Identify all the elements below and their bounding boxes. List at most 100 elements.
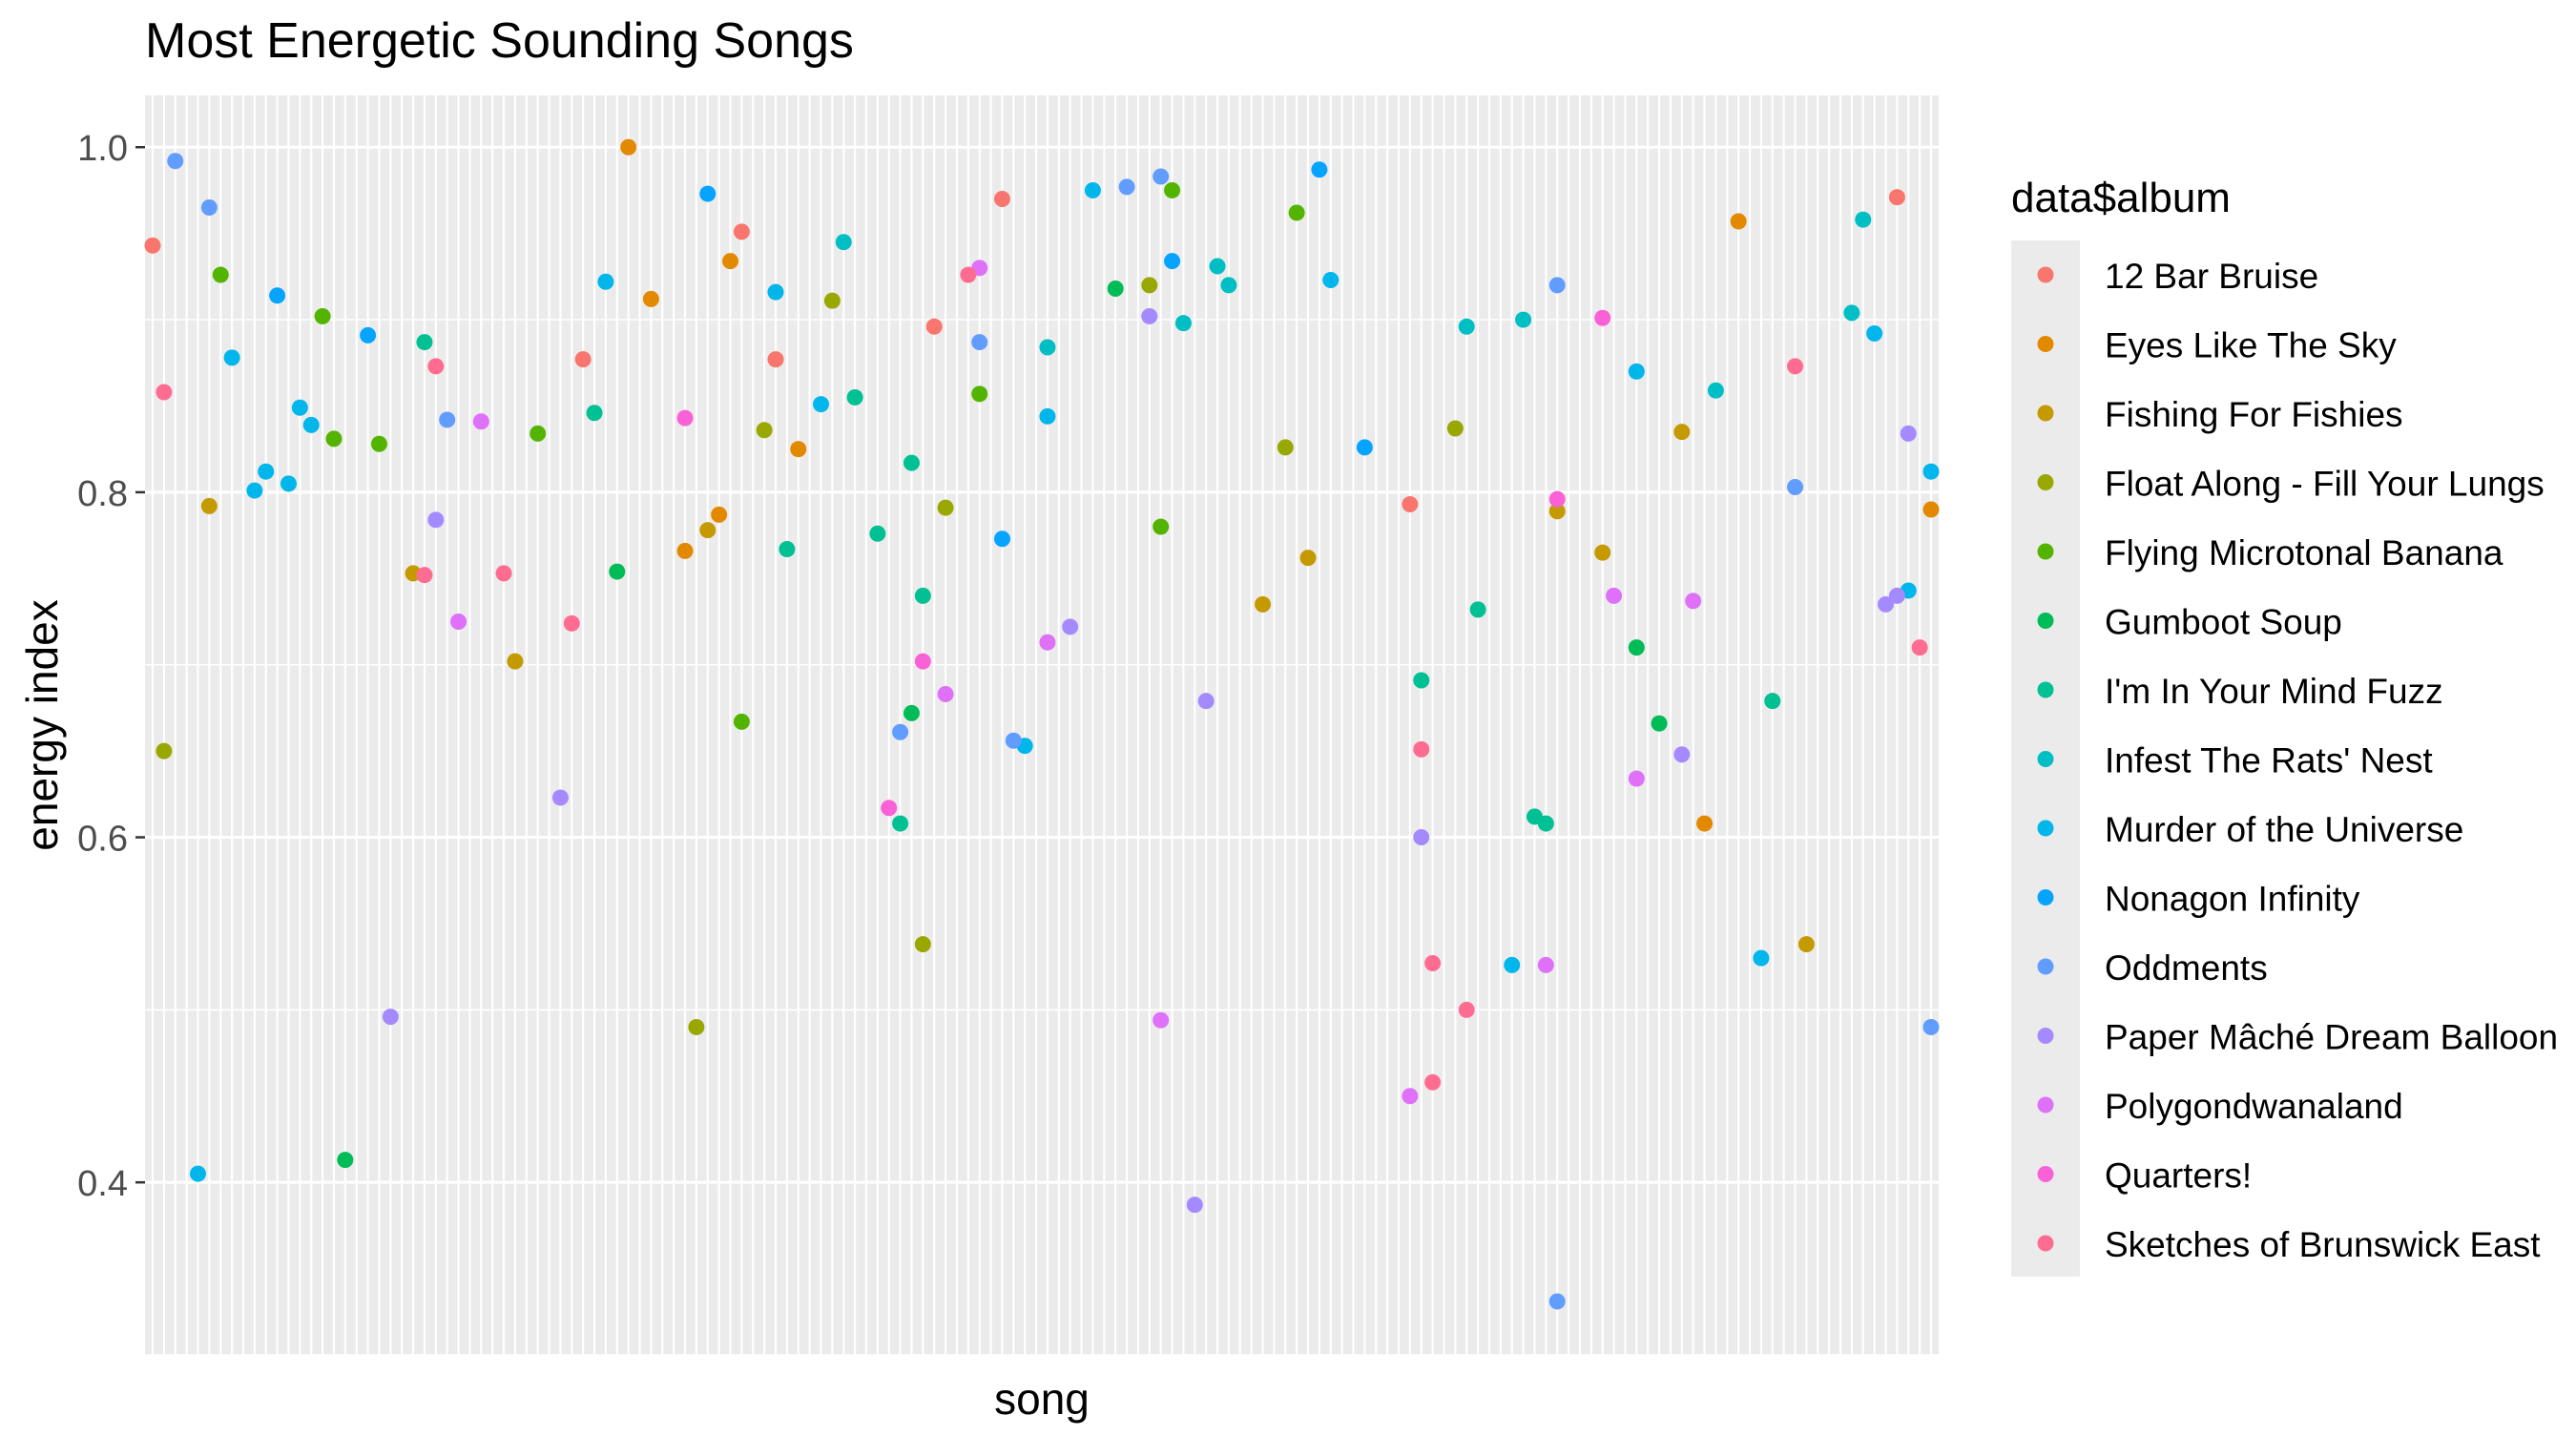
data-point: [574, 351, 592, 368]
data-point: [846, 388, 863, 406]
data-point: [971, 385, 988, 403]
data-point: [914, 587, 931, 604]
legend-key: [2037, 889, 2054, 905]
data-point: [779, 541, 796, 558]
legend-label: Sketches of Brunswick East: [2105, 1225, 2541, 1264]
data-point: [892, 723, 909, 740]
data-point: [291, 399, 308, 416]
data-point: [416, 334, 433, 351]
legend-label: Flying Microtonal Banana: [2105, 533, 2503, 572]
data-point: [1797, 936, 1815, 953]
data-point: [767, 283, 784, 301]
data-point: [642, 290, 659, 307]
data-point: [337, 1152, 354, 1169]
data-point: [586, 405, 603, 422]
legend-label: Infest The Rats' Nest: [2105, 741, 2433, 780]
legend-key: [2037, 613, 2054, 629]
data-point: [1548, 1293, 1566, 1310]
legend-key: [2037, 958, 2054, 975]
y-tick-label: 0.4: [77, 1164, 128, 1204]
data-point: [167, 153, 184, 170]
data-point: [869, 525, 886, 542]
data-point: [756, 422, 773, 439]
y-axis: 0.4 0.6 0.8 1.0: [77, 129, 145, 1204]
y-tick-label: 1.0: [77, 129, 128, 169]
data-point: [1458, 318, 1475, 335]
data-point: [416, 567, 433, 584]
data-point: [1446, 420, 1464, 437]
legend-key: [2037, 336, 2054, 352]
legend-label: Fishing For Fishies: [2105, 395, 2403, 434]
data-point: [1039, 407, 1056, 425]
data-point: [1164, 181, 1181, 198]
data-point: [1458, 1001, 1475, 1018]
data-point: [1084, 181, 1101, 198]
data-point: [212, 266, 229, 283]
data-point: [903, 454, 920, 471]
data-point: [1878, 595, 1895, 613]
data-point: [530, 425, 547, 442]
data-point: [812, 396, 829, 413]
data-point: [280, 475, 297, 492]
data-point: [937, 685, 954, 702]
data-point: [1753, 949, 1770, 967]
data-point: [993, 531, 1010, 548]
data-point: [1787, 478, 1804, 495]
legend: data$album 12 Bar Bruise Eyes Like The Sk…: [2011, 175, 2558, 1277]
data-point: [688, 1018, 705, 1035]
data-point: [1707, 382, 1724, 399]
data-point: [1696, 815, 1714, 832]
legend-key: [2037, 543, 2054, 560]
data-point: [325, 430, 343, 447]
data-point: [881, 800, 898, 817]
data-point: [1402, 496, 1419, 513]
data-point: [1504, 956, 1521, 973]
data-point: [1164, 253, 1181, 270]
data-point: [699, 522, 717, 539]
data-point: [1888, 587, 1905, 604]
data-point: [1039, 339, 1056, 356]
data-point: [823, 292, 841, 309]
legend-label: Polygondwanaland: [2105, 1087, 2403, 1126]
data-point: [1900, 425, 1917, 442]
data-point: [1515, 311, 1532, 328]
data-point: [1594, 309, 1611, 326]
data-point: [1153, 518, 1170, 535]
data-point: [971, 334, 988, 351]
data-point: [1537, 815, 1554, 832]
data-point: [1548, 503, 1566, 520]
data-point: [1277, 439, 1294, 456]
legend-label: Eyes Like The Sky: [2105, 326, 2397, 365]
data-point: [1141, 277, 1158, 294]
data-point: [156, 742, 173, 760]
data-point: [1469, 601, 1486, 618]
data-point: [1548, 490, 1566, 508]
data-point: [507, 653, 524, 670]
data-point: [1356, 439, 1373, 456]
plot-panel: [145, 95, 1939, 1355]
data-point: [993, 190, 1010, 207]
legend-key: [2037, 1166, 2054, 1182]
legend-key: [2037, 1028, 2054, 1044]
data-point: [1685, 593, 1702, 610]
data-point: [439, 411, 456, 428]
data-point: [258, 463, 275, 480]
data-point: [200, 497, 218, 514]
data-point: [1197, 693, 1215, 710]
data-point: [925, 318, 943, 335]
data-point: [903, 704, 920, 721]
data-point: [1673, 746, 1691, 763]
data-points: [144, 138, 1940, 1310]
data-point: [360, 326, 377, 343]
data-point: [495, 565, 512, 582]
minor-gridlines: [145, 95, 1939, 1356]
data-point: [1062, 618, 1079, 635]
data-point: [472, 413, 489, 430]
major-gridlines: [145, 145, 1939, 1184]
data-point: [1174, 315, 1192, 332]
data-point: [835, 234, 852, 251]
data-point: [1153, 1011, 1170, 1029]
data-point: [1153, 168, 1170, 185]
data-point: [189, 1165, 206, 1182]
